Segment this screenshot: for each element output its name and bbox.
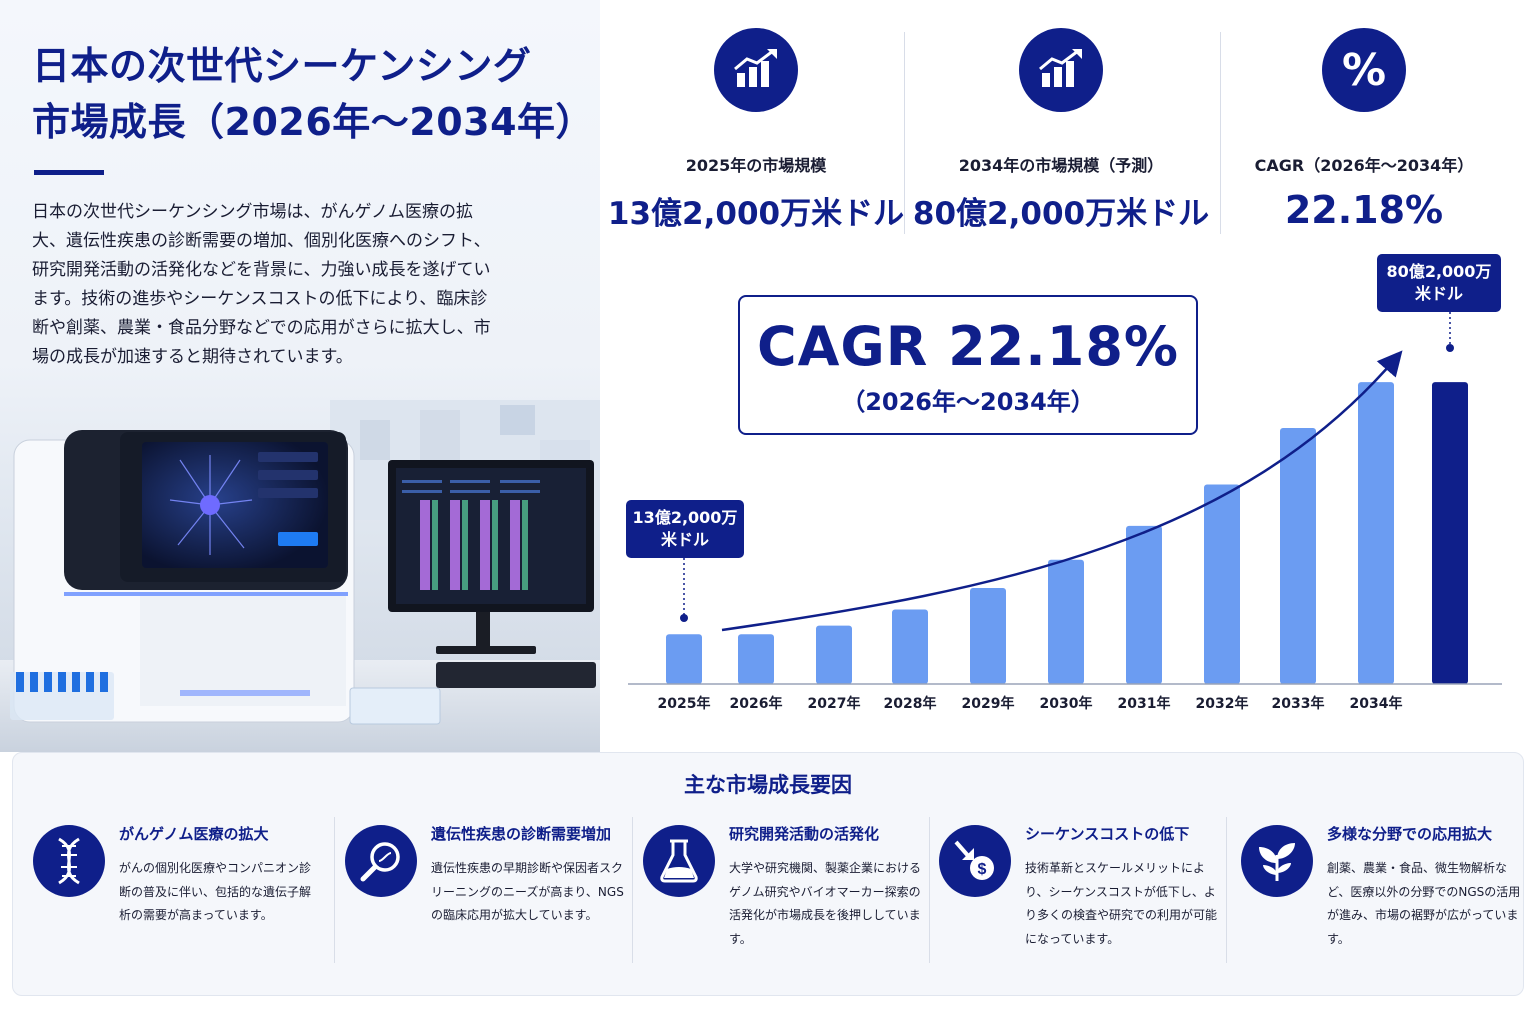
page-title: 日本の次世代シーケンシング 市場成長（2026年〜2034年）	[32, 38, 595, 150]
kpi-divider	[1220, 32, 1221, 234]
cost-down-icon: $	[939, 825, 1011, 897]
flask-icon	[643, 825, 715, 897]
x-tick-label: 2032年	[1196, 695, 1249, 712]
x-tick-label: 2033年	[1272, 695, 1325, 712]
factor-rnd-activity: 研究開発活動の活発化 大学や研究機関、製薬企業におけるゲノム研究やバイオマーカー…	[623, 817, 933, 967]
cagr-main-text: CAGR 22.18%	[756, 315, 1180, 378]
description-text: 日本の次世代シーケンシング市場は、がんゲノム医療の拡大、遺伝性疾患の診断需要の増…	[32, 202, 491, 367]
factor-divider	[929, 817, 930, 963]
title-line-1: 日本の次世代シーケンシング	[32, 44, 532, 88]
cagr-highlight-box: CAGR 22.18% （2026年〜2034年）	[738, 295, 1198, 435]
end-callout-dot	[1446, 344, 1454, 352]
title-line-2: 市場成長（2026年〜2034年）	[32, 100, 595, 144]
bar-2032年	[1204, 484, 1240, 684]
x-tick-label: 2027年	[808, 695, 861, 712]
factor-text: 創薬、農業・食品、微生物解析など、医療以外の分野でのNGSの活用が進み、市場の裾…	[1327, 861, 1521, 946]
factor-title: がんゲノム医療の拡大	[119, 825, 269, 843]
kpi-label: 2025年の市場規模	[685, 156, 827, 175]
kpi-market-size-2025: 2025年の市場規模 13億2,000万米ドル	[606, 28, 906, 232]
bar-2030年	[1048, 559, 1084, 684]
chart-growth-icon	[1019, 28, 1103, 112]
factor-text: がんの個別化医療やコンパニオン診断の普及に伴い、包括的な遺伝子解析の需要が高まっ…	[119, 861, 312, 922]
factor-hereditary-diagnosis: 遺伝性疾患の診断需要増加 遺伝性疾患の早期診断や保因者スクリーニングのニーズが高…	[325, 817, 635, 967]
factor-text: 遺伝性疾患の早期診断や保因者スクリーニングのニーズが高まり、NGSの臨床応用が拡…	[431, 861, 624, 922]
factor-cancer-genomics: がんゲノム医療の拡大 がんの個別化医療やコンパニオン診断の普及に伴い、包括的な遺…	[13, 817, 333, 967]
kpi-value: 80億2,000万米ドル	[912, 196, 1210, 232]
kpi-value: 22.18%	[1284, 188, 1444, 232]
end-value-callout: 80億2,000万 米ドル	[1377, 254, 1501, 312]
kpi-divider	[904, 32, 905, 234]
bar-2028年	[892, 609, 928, 684]
factor-divider	[632, 817, 633, 963]
percent-icon: %	[1322, 28, 1406, 112]
svg-text:$: $	[978, 861, 987, 878]
highlight-bar-forecast	[1432, 382, 1468, 684]
factor-text: 大学や研究機関、製薬企業におけるゲノム研究やバイオマーカー探索の活発化が市場成長…	[729, 861, 922, 946]
kpi-label: 2034年の市場規模（予測）	[958, 156, 1164, 175]
x-tick-label: 2031年	[1118, 695, 1171, 712]
callout-line: 米ドル	[660, 530, 709, 549]
kpi-label: CAGR（2026年〜2034年）	[1254, 156, 1474, 175]
start-callout-dot	[680, 614, 688, 622]
kpi-market-size-2034: 2034年の市場規模（予測） 80億2,000万米ドル	[911, 28, 1211, 232]
x-tick-label: 2034年	[1350, 695, 1403, 712]
start-value-callout: 13億2,000万 米ドル	[626, 500, 744, 558]
bar-2033年	[1280, 428, 1316, 684]
bar-2029年	[970, 588, 1006, 684]
lab-sequencer-illustration	[0, 400, 600, 752]
chart-growth-icon	[714, 28, 798, 112]
bar-2025年	[666, 634, 702, 684]
factor-title: 研究開発活動の活発化	[729, 825, 880, 843]
bar-2034年	[1358, 382, 1394, 684]
bar-2027年	[816, 625, 852, 684]
factor-text: 技術革新とスケールメリットにより、シーケンスコストが低下し、より多くの検査や研究…	[1025, 861, 1218, 946]
kpi-value: 13億2,000万米ドル	[607, 196, 905, 232]
factor-application-expansion: 多様な分野での応用拡大 創薬、農業・食品、微生物解析など、医療以外の分野でのNG…	[1221, 817, 1521, 967]
kpi-cagr: % CAGR（2026年〜2034年） 22.18%	[1214, 28, 1514, 232]
x-tick-label: 2026年	[730, 695, 783, 712]
callout-line: 80億2,000万	[1386, 262, 1492, 281]
x-tick-label: 2029年	[962, 695, 1015, 712]
dna-icon	[33, 825, 105, 897]
x-tick-label: 2030年	[1040, 695, 1093, 712]
title-underline	[34, 170, 104, 175]
callout-line: 米ドル	[1414, 284, 1463, 303]
intro-panel: 日本の次世代シーケンシング 市場成長（2026年〜2034年） 日本の次世代シー…	[0, 0, 600, 752]
cagr-period-text: （2026年〜2034年）	[841, 388, 1095, 416]
x-tick-label: 2028年	[884, 695, 937, 712]
factor-title: 遺伝性疾患の診断需要増加	[431, 825, 612, 843]
factor-divider	[1226, 817, 1227, 963]
bar-2026年	[738, 634, 774, 684]
factor-divider	[334, 817, 335, 963]
factor-cost-reduction: $ シーケンスコストの低下 技術革新とスケールメリットにより、シーケンスコストが…	[919, 817, 1229, 967]
x-tick-label: 2025年	[658, 695, 711, 712]
trend-arrow	[721, 350, 1403, 632]
factor-title: 多様な分野での応用拡大	[1327, 825, 1493, 843]
magnifier-icon	[345, 825, 417, 897]
bar-2031年	[1126, 525, 1162, 684]
callout-line: 13億2,000万	[632, 508, 738, 527]
sprout-icon	[1241, 825, 1313, 897]
growth-factors-panel: 主な市場成長要因 がんゲノム医療の拡大 がんの個別化医療やコンパニオン診断の普及…	[12, 752, 1524, 996]
market-growth-bar-chart: 2025年 2026年 2027年 2028年 2029年 2030年 2031年 2032年…	[628, 312, 1502, 712]
factors-title: 主な市場成長要因	[684, 773, 852, 797]
factor-title: シーケンスコストの低下	[1025, 825, 1190, 843]
